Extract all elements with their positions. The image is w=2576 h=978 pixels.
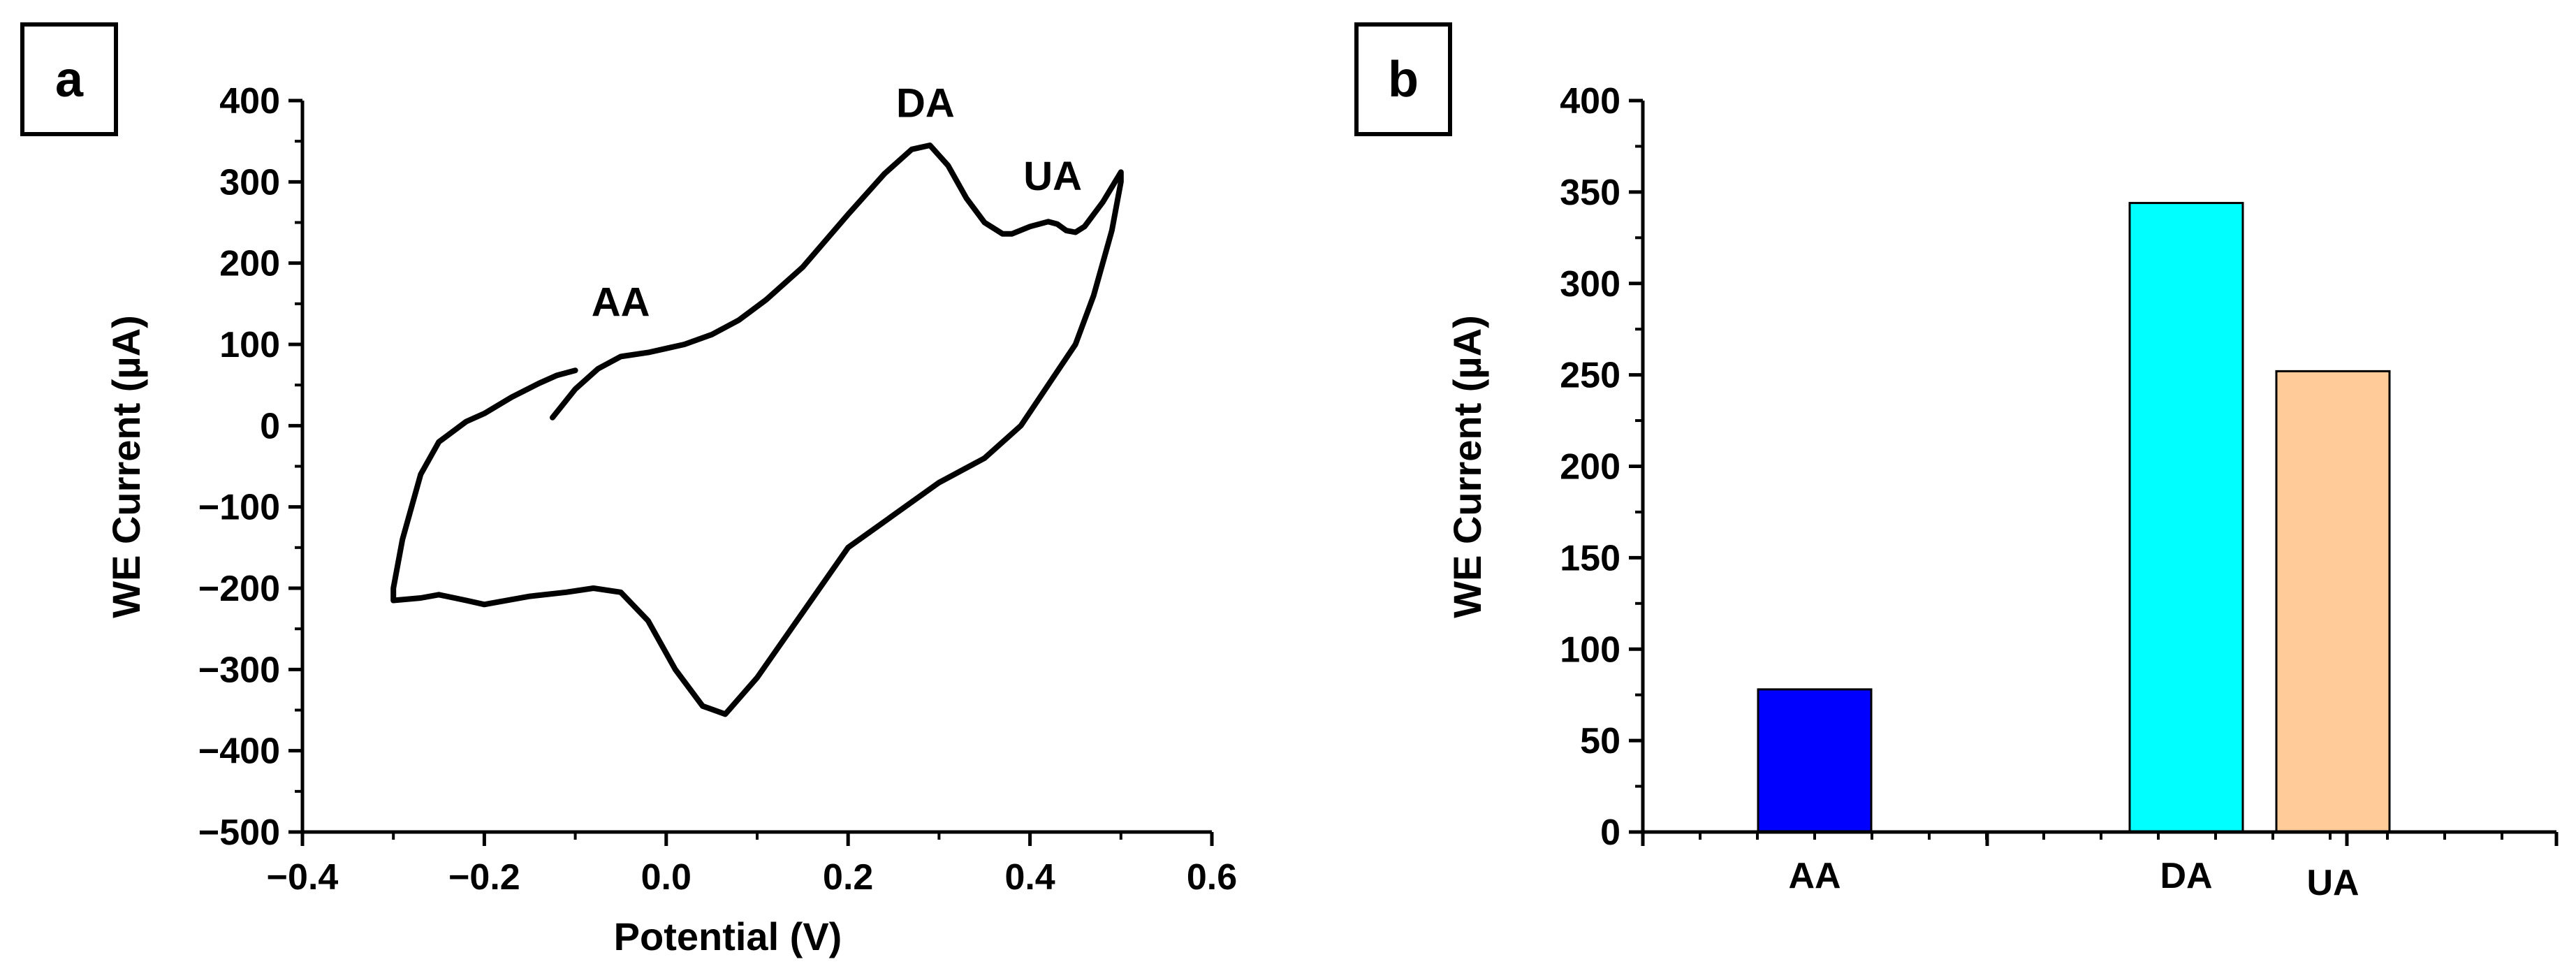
- panel-a-y-tick-label: −300: [198, 650, 280, 690]
- panel-b-y-tick-label: 350: [1560, 173, 1620, 213]
- panel-b-y-axis-title: WE Current (µA): [1445, 315, 1489, 618]
- panel-a-x-tick-label: 0.4: [1004, 857, 1055, 898]
- panel-a-y-tick-label: −100: [198, 488, 280, 528]
- panel-b-y-tick-label: 300: [1560, 264, 1620, 305]
- cv-curve: [390, 143, 1124, 717]
- panel-b-chart: b 0 50 100 150 200 250 300 350 400 AA DA UA WE Cur…: [1354, 22, 2559, 903]
- panel-a-x-tick-label: 0.2: [823, 857, 873, 898]
- panel-a-y-tick-label: −400: [198, 731, 280, 772]
- panel-a-y-tick-label: −500: [198, 812, 280, 853]
- panel-a-x-tick-label: 0.0: [641, 857, 691, 898]
- panel-b-y-tick-label: 150: [1560, 538, 1620, 578]
- panel-b-label-box: [1354, 22, 1452, 136]
- panel-a-x-axis-title: Potential (V): [614, 914, 842, 958]
- panel-b-y-tick-label: 50: [1580, 721, 1620, 761]
- panel-b-y-tick-label: 250: [1560, 356, 1620, 396]
- panel-a-x-tick-label: −0.4: [267, 857, 339, 898]
- panel-a-y-axis-title: WE Current (µA): [104, 315, 148, 618]
- panel-a-label: a: [55, 52, 84, 108]
- panel-b-label: b: [1388, 52, 1419, 108]
- panel-b-x-tick-label: DA: [2160, 856, 2212, 896]
- panel-b-y-tick-label: 100: [1560, 629, 1620, 670]
- bar-ua: [2275, 370, 2391, 833]
- panel-a-label-box: [20, 22, 118, 136]
- panel-b-y-tick-label: 400: [1560, 81, 1620, 122]
- panel-a-x-tick-label: −0.2: [448, 857, 520, 898]
- panel-b-y-tick-label: 200: [1560, 447, 1620, 488]
- panel-b-x-tick-label: AA: [1788, 856, 1840, 896]
- bar-aa: [1757, 688, 1873, 833]
- annotation-da: DA: [896, 80, 955, 126]
- panel-b-y-tick-label: 0: [1600, 812, 1620, 853]
- panel-a-y-tick-label: 300: [219, 162, 280, 203]
- panel-a-x-tick-label: 0.6: [1187, 857, 1237, 898]
- bar-da: [2128, 202, 2244, 833]
- panel-a-y-tick-label: −200: [198, 569, 280, 609]
- annotation-aa: AA: [592, 279, 650, 325]
- panel-a-y-tick-label: 200: [219, 244, 280, 284]
- panel-a-chart: a −0.4 −0.2 0.0 0.2 0.4 0.6 400 300 200 100 0 −100 −…: [20, 22, 1237, 958]
- annotation-ua: UA: [1023, 154, 1082, 199]
- panel-a-y-tick-label: 0: [260, 406, 280, 446]
- panel-a-y-tick-label: 400: [219, 81, 280, 122]
- panel-a-y-tick-label: 100: [219, 325, 280, 365]
- panel-b-x-tick-label: UA: [2306, 863, 2359, 903]
